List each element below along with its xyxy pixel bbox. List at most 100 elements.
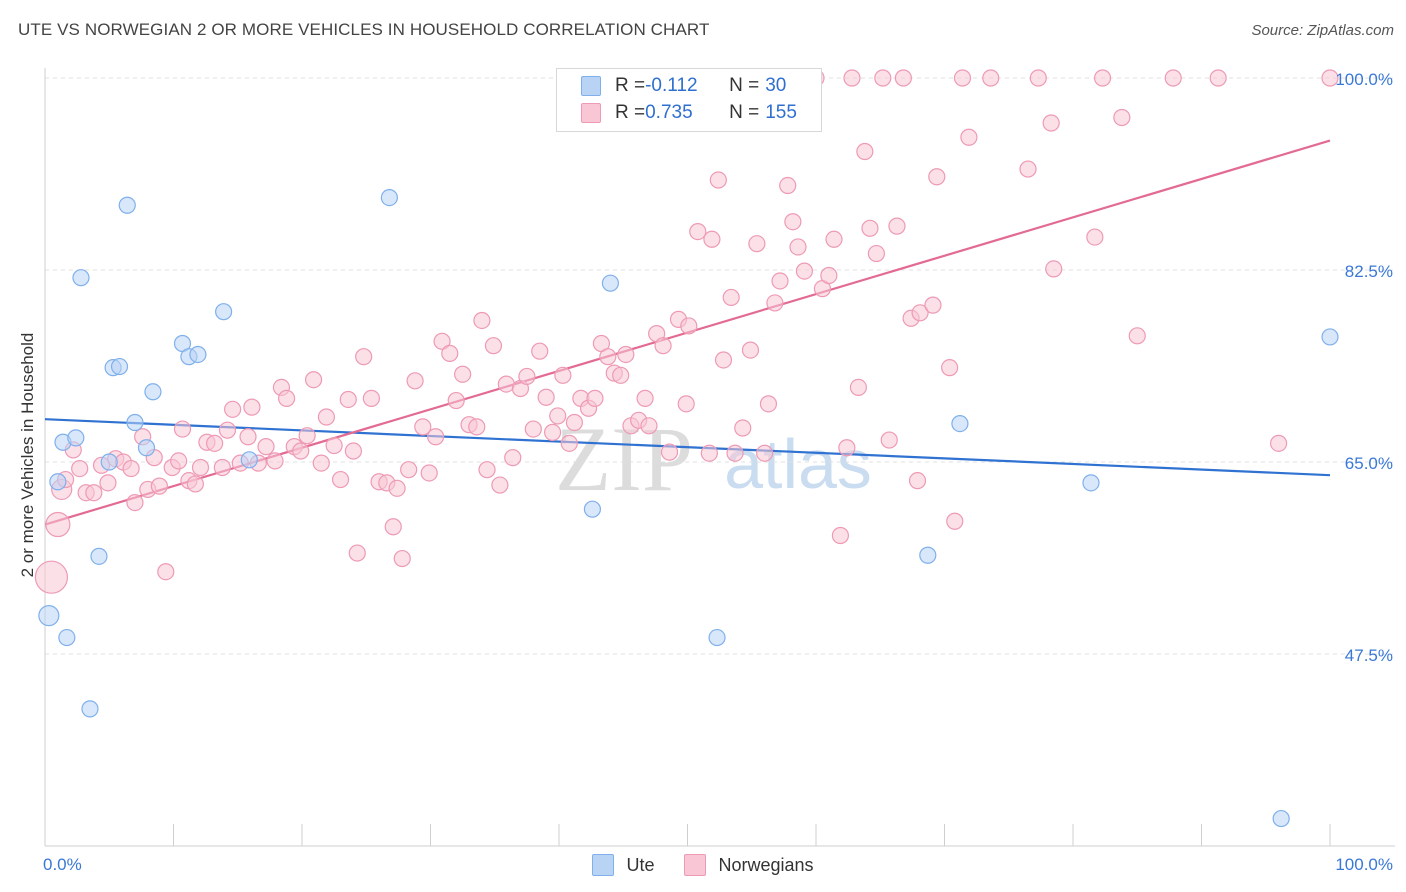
data-points — [34, 69, 1339, 828]
norwegians-point — [191, 458, 210, 477]
legend-label-norwegians: Norwegians — [718, 854, 814, 875]
norwegians-point — [838, 439, 856, 457]
norwegians-point — [1164, 69, 1182, 87]
norwegians-point — [771, 272, 789, 290]
norwegians-point — [1045, 260, 1063, 278]
norwegians-point — [170, 452, 188, 470]
r-value: -0.112 — [645, 75, 698, 96]
norwegians-swatch — [581, 103, 601, 123]
norwegians-point — [856, 142, 874, 161]
ute-point — [126, 413, 144, 432]
norwegians-point — [414, 418, 432, 436]
norwegians-point — [239, 428, 257, 446]
norwegians-point — [266, 452, 284, 470]
norwegians-point — [734, 419, 752, 437]
norwegians-point — [709, 171, 727, 189]
norwegians-point — [362, 389, 380, 407]
norwegians-point — [406, 372, 424, 390]
norwegians-swatch — [684, 854, 707, 876]
ute-point — [67, 429, 85, 447]
x-tick-label: 0.0% — [43, 855, 82, 874]
norwegians-point — [484, 337, 503, 355]
norwegians-point — [612, 366, 630, 384]
norwegians-point — [1209, 69, 1227, 87]
ute-point — [1272, 809, 1290, 828]
norwegians-point — [473, 311, 491, 330]
ute-point — [708, 628, 726, 647]
norwegians-point — [339, 390, 357, 409]
watermark-atlas: atlas — [724, 425, 872, 503]
norwegians-point — [654, 337, 672, 355]
norwegians-point — [874, 69, 892, 87]
norwegians-point — [689, 223, 707, 241]
norwegians-point — [703, 230, 721, 248]
x-tick-label: 100.0% — [1335, 855, 1393, 874]
ute-point — [189, 345, 207, 364]
norwegians-point — [257, 438, 275, 456]
norwegians-point — [586, 389, 604, 407]
n-label: N = — [729, 75, 760, 96]
source-credit: Source: ZipAtlas.com — [1251, 22, 1394, 39]
norwegians-point — [393, 549, 411, 568]
norwegians-point — [420, 464, 438, 482]
norwegians-point — [126, 493, 144, 512]
norwegians-point — [700, 444, 718, 462]
n-value: 30 — [765, 75, 787, 96]
norwegians-point — [861, 219, 879, 237]
norwegians-point — [680, 317, 698, 335]
y-tick-label: 82.5% — [1345, 262, 1393, 281]
norwegians-point — [766, 294, 784, 312]
r-label: R = — [615, 102, 646, 123]
norwegians-point — [186, 475, 204, 493]
norwegians-point — [441, 344, 459, 362]
norwegians-point — [928, 168, 946, 186]
norwegians-point — [820, 266, 838, 285]
norwegians-point — [755, 444, 774, 462]
norwegians-point — [617, 345, 635, 364]
norwegians-point — [1269, 434, 1288, 452]
ute-point — [90, 547, 108, 565]
norwegians-point — [99, 474, 117, 492]
norwegians-point — [640, 417, 658, 435]
norwegians-point — [677, 395, 695, 413]
norwegians-point — [497, 375, 515, 393]
norwegians-point — [224, 400, 242, 418]
norwegians-point — [636, 389, 654, 407]
ute-point — [601, 274, 620, 292]
y-tick-label: 100.0% — [1335, 70, 1393, 89]
norwegians-point — [924, 296, 942, 314]
norwegians-point — [298, 427, 316, 445]
norwegians-point — [908, 472, 927, 490]
axes — [44, 68, 1395, 847]
norwegians-point — [843, 69, 861, 87]
norwegians-point — [388, 479, 406, 497]
ute-point — [951, 415, 969, 433]
norwegians-point — [292, 442, 310, 460]
stats-legend: R = -0.112 N = 30 R = 0.735 N = 155 — [556, 68, 822, 132]
ute-point — [583, 500, 602, 518]
norwegians-point — [748, 235, 766, 253]
ute-point — [110, 357, 129, 376]
norwegians-point — [953, 69, 972, 87]
series-legend: Ute Norwegians — [0, 852, 1406, 878]
norwegians-point — [867, 244, 885, 263]
norwegians-point — [784, 213, 802, 231]
norwegians-point — [722, 288, 740, 307]
r-value: 0.735 — [645, 102, 693, 123]
norwegians-point — [894, 69, 912, 87]
norwegians-point — [1042, 114, 1060, 132]
legend-label-ute: Ute — [626, 854, 655, 875]
ute-swatch — [592, 854, 615, 876]
norwegians-point — [213, 458, 231, 477]
norwegians-point — [317, 408, 336, 426]
ute-swatch — [581, 76, 601, 96]
legend-item-ute[interactable]: Ute — [592, 854, 654, 876]
norwegians-point — [45, 511, 71, 538]
norwegians-point — [982, 69, 1000, 87]
norwegians-point — [714, 351, 733, 369]
norwegians-point — [1128, 327, 1146, 345]
norwegians-point — [206, 434, 224, 452]
norwegians-point — [831, 526, 850, 545]
legend-item-norwegians[interactable]: Norwegians — [684, 854, 814, 876]
norwegians-point — [741, 341, 760, 359]
